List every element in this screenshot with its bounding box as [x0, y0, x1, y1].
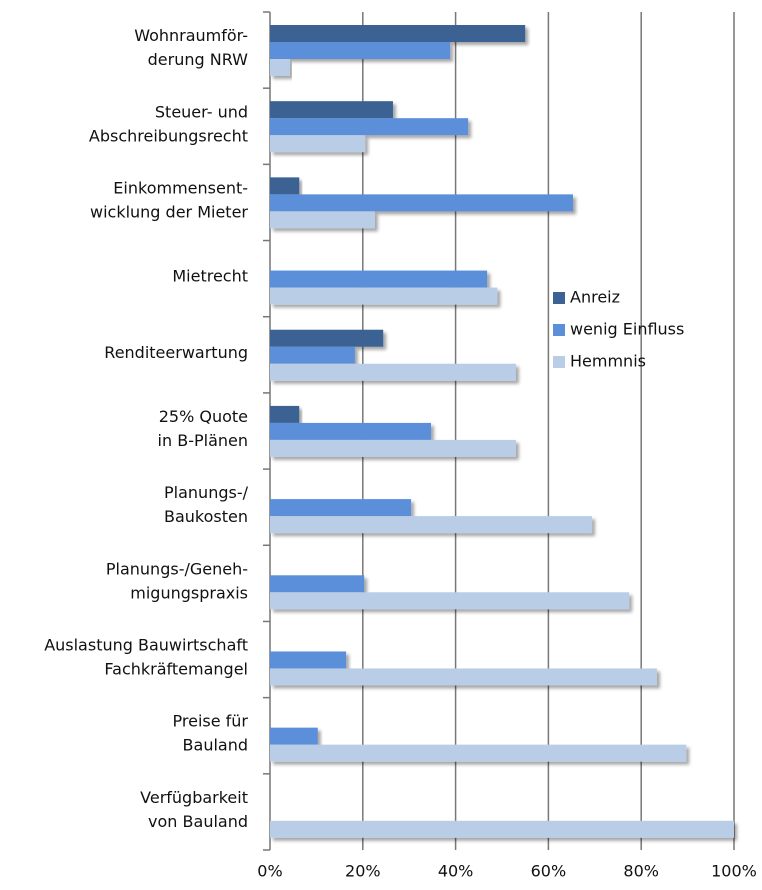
y-tick-label: Einkommensent-wicklung der Mieter	[90, 178, 248, 221]
y-tick-label: Renditeerwartung	[104, 342, 248, 361]
y-tick-label: Planungs-/ Baukosten	[164, 483, 249, 526]
label-line: Bauland	[183, 735, 248, 754]
bar	[270, 820, 734, 838]
label-line: derung NRW	[148, 50, 249, 69]
bar	[270, 270, 488, 288]
label-line: migungspraxis	[130, 583, 248, 602]
bar	[270, 25, 526, 42]
y-tick-label: Planungs-/Geneh-migungspraxis	[106, 559, 248, 602]
label-line: Wohnraumför-	[134, 26, 248, 45]
x-tick-label: 80%	[623, 862, 659, 881]
bar	[270, 211, 375, 229]
legend-label: Anreiz	[570, 288, 620, 307]
x-tick-label: 100%	[711, 862, 757, 881]
bar	[270, 135, 366, 153]
label-line: Auslastung Bauwirtschaft	[44, 635, 248, 654]
bar	[270, 346, 355, 364]
y-tick-label: Steuer- und Abschreibungsrecht	[89, 102, 248, 145]
x-tick-label: 60%	[531, 862, 567, 881]
bar	[270, 668, 657, 686]
bar	[270, 651, 347, 669]
label-line: in B-Plänen	[158, 431, 248, 450]
y-tick-label: 25% Quote in B-Plänen	[158, 407, 248, 450]
bar	[270, 439, 516, 457]
label-line: Mietrecht	[172, 266, 248, 285]
bar	[270, 516, 593, 534]
bar	[270, 287, 498, 305]
label-line: Renditeerwartung	[104, 342, 248, 361]
bar	[270, 59, 290, 76]
label-line: wicklung der Mieter	[90, 202, 248, 221]
y-tick-label: Verfügbarkeit von Bauland	[140, 787, 248, 830]
bar	[270, 575, 365, 593]
bar	[270, 101, 393, 119]
bar	[270, 727, 318, 745]
bar	[270, 329, 384, 347]
label-line: Einkommensent-	[113, 178, 248, 197]
bar	[270, 363, 516, 381]
x-tick-label: 40%	[438, 862, 474, 881]
label-line: Fachkräftemangel	[104, 659, 248, 678]
legend-swatch	[553, 292, 565, 304]
y-tick-label: Mietrecht	[172, 266, 248, 285]
y-tick-label: Preise für Bauland	[173, 711, 249, 754]
bar	[270, 42, 451, 59]
label-line: 25% Quote	[159, 407, 248, 426]
label-line: Abschreibungsrecht	[89, 126, 248, 145]
legend-label: wenig Einfluss	[570, 320, 684, 339]
bar	[270, 405, 300, 423]
bar	[270, 194, 573, 212]
label-line: Steuer- und	[155, 102, 248, 121]
legend-label: Hemmnis	[570, 352, 646, 371]
legend-swatch	[553, 324, 565, 336]
label-line: Planungs-/Geneh-	[106, 559, 248, 578]
bar	[270, 118, 469, 136]
y-tick-label: Wohnraumför-derung NRW	[134, 26, 248, 69]
x-tick-label: 20%	[345, 862, 381, 881]
bar	[270, 744, 687, 762]
bar	[270, 592, 630, 610]
label-line: Verfügbarkeit	[140, 787, 248, 806]
legend-swatch	[553, 356, 565, 368]
label-line: Planungs-/	[164, 483, 249, 502]
label-line: Baukosten	[164, 507, 248, 526]
y-tick-label: Auslastung Bauwirtschaft Fachkräftemangel	[44, 635, 248, 678]
bar	[270, 422, 432, 440]
bar	[270, 177, 300, 195]
label-line: Preise für	[173, 711, 249, 730]
x-tick-label: 0%	[257, 862, 282, 881]
bar	[270, 499, 412, 517]
label-line: von Bauland	[148, 811, 248, 830]
